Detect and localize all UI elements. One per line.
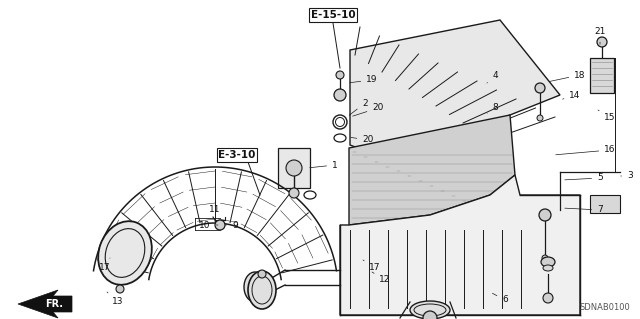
Text: 14: 14 bbox=[563, 91, 580, 100]
Circle shape bbox=[535, 83, 545, 93]
Text: 8: 8 bbox=[487, 102, 498, 113]
Circle shape bbox=[334, 89, 346, 101]
Text: 21: 21 bbox=[595, 27, 605, 44]
Circle shape bbox=[286, 160, 302, 176]
Text: E-15-10: E-15-10 bbox=[310, 10, 355, 20]
Text: 12: 12 bbox=[372, 272, 390, 285]
Ellipse shape bbox=[543, 265, 553, 271]
Polygon shape bbox=[18, 290, 72, 318]
Circle shape bbox=[537, 115, 543, 121]
Text: 16: 16 bbox=[556, 145, 616, 155]
Polygon shape bbox=[340, 175, 580, 315]
Circle shape bbox=[116, 285, 124, 293]
FancyBboxPatch shape bbox=[590, 195, 620, 213]
Circle shape bbox=[215, 220, 225, 230]
Polygon shape bbox=[350, 20, 560, 160]
Text: 19: 19 bbox=[349, 76, 378, 85]
Circle shape bbox=[539, 209, 551, 221]
Text: 6: 6 bbox=[492, 293, 508, 305]
Text: SDNAB0100: SDNAB0100 bbox=[579, 303, 630, 313]
Circle shape bbox=[336, 71, 344, 79]
Text: 3: 3 bbox=[621, 172, 633, 181]
Circle shape bbox=[258, 270, 266, 278]
Text: 17: 17 bbox=[99, 258, 111, 272]
Text: 9: 9 bbox=[225, 220, 238, 229]
Text: 20: 20 bbox=[353, 103, 384, 116]
Text: 13: 13 bbox=[107, 292, 124, 307]
Circle shape bbox=[543, 293, 553, 303]
Circle shape bbox=[597, 37, 607, 47]
Polygon shape bbox=[349, 115, 515, 225]
Text: 17: 17 bbox=[363, 260, 381, 272]
Circle shape bbox=[542, 255, 548, 261]
Text: 18: 18 bbox=[550, 70, 586, 81]
Text: 1: 1 bbox=[310, 160, 338, 169]
Circle shape bbox=[423, 311, 437, 319]
Text: E-3-10: E-3-10 bbox=[218, 150, 256, 160]
Ellipse shape bbox=[410, 301, 450, 319]
Polygon shape bbox=[278, 148, 310, 188]
Ellipse shape bbox=[541, 257, 555, 267]
Text: 7: 7 bbox=[564, 205, 603, 214]
Text: 2: 2 bbox=[349, 99, 368, 115]
Text: 4: 4 bbox=[487, 70, 498, 83]
Ellipse shape bbox=[244, 272, 266, 302]
Text: 15: 15 bbox=[598, 110, 616, 122]
Text: 20: 20 bbox=[351, 136, 374, 145]
Ellipse shape bbox=[98, 221, 152, 285]
Ellipse shape bbox=[248, 271, 276, 309]
Text: 10: 10 bbox=[199, 220, 218, 229]
FancyBboxPatch shape bbox=[590, 58, 614, 93]
Circle shape bbox=[289, 188, 299, 198]
Text: 5: 5 bbox=[564, 174, 603, 182]
Text: FR.: FR. bbox=[45, 299, 63, 309]
Text: 11: 11 bbox=[209, 205, 221, 222]
